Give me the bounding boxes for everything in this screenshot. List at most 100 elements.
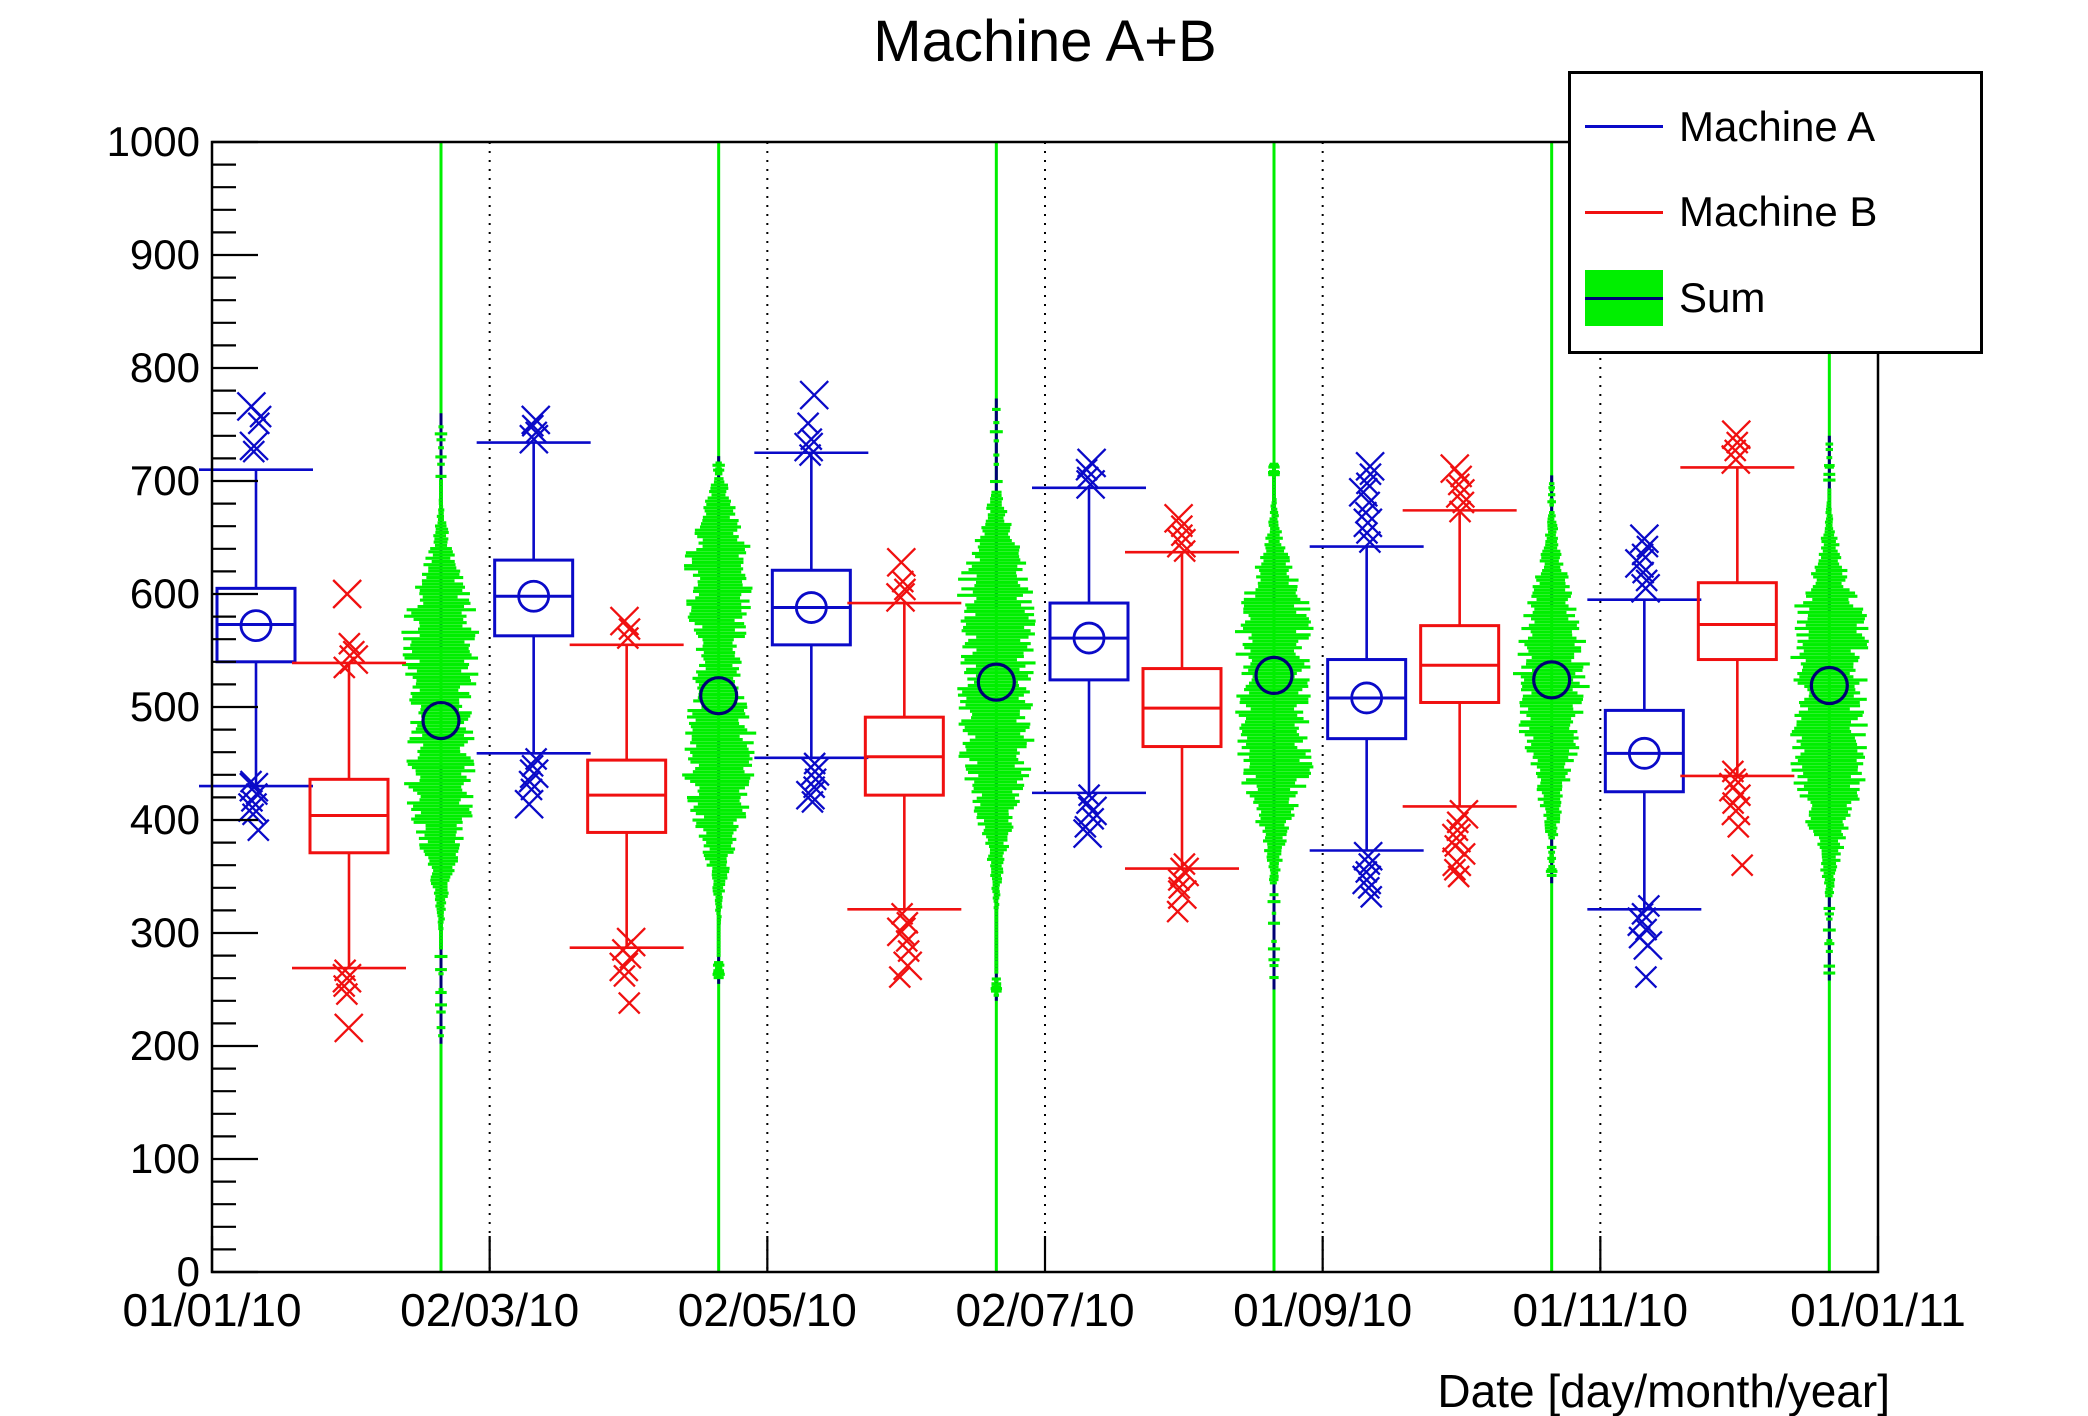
violin-bar [1822, 549, 1838, 553]
outlier-cross-icon [886, 917, 917, 947]
violin-bar [1796, 646, 1869, 650]
violin-bar [417, 604, 465, 609]
violin-bar [426, 576, 464, 580]
violin-bar [1537, 775, 1566, 779]
violin-bar [415, 727, 466, 731]
violin-bar [434, 524, 447, 528]
violin-bar [1547, 833, 1559, 837]
violin-bar [1808, 810, 1849, 814]
outlier-cross-icon [1441, 823, 1472, 853]
machine-a-candle-3 [1032, 448, 1146, 849]
violin-bar [1548, 514, 1556, 518]
violin-bar [994, 925, 999, 929]
violin-bar [1790, 655, 1860, 660]
violin-bar [1805, 820, 1843, 824]
violin-bar [694, 622, 745, 626]
violin-tail-bar [434, 432, 448, 436]
violin-bar [1267, 852, 1282, 856]
outlier-cross-icon [1441, 846, 1472, 877]
violin-bar [706, 831, 734, 835]
violin-tail-bar [1549, 498, 1554, 502]
x-tick-label: 02/05/10 [677, 1284, 857, 1336]
violin-bar [1799, 794, 1858, 798]
outlier-cross-icon [1624, 548, 1655, 579]
violin-bar [1824, 891, 1834, 895]
violin-bar [1239, 726, 1299, 730]
violin-bar [1518, 730, 1578, 734]
violin-bar [976, 648, 1034, 652]
violin-bar [419, 688, 459, 692]
violin-bar [699, 525, 742, 529]
violin-bar [1272, 488, 1276, 492]
violin-bar [1519, 704, 1573, 708]
outlier-cluster [1624, 523, 1663, 989]
violin-bar [1272, 491, 1276, 495]
violin-tail-bar [715, 461, 722, 465]
violin-bar [435, 904, 445, 908]
violin-tail-bar [1826, 939, 1833, 943]
violin-bar [1807, 823, 1844, 827]
violin-bar [1531, 604, 1569, 608]
violin-bar [698, 763, 753, 767]
violin-bar [964, 616, 1029, 620]
violin-bar [1824, 527, 1834, 531]
violin-bar [703, 828, 737, 832]
violin-bar [975, 555, 1020, 559]
violin-bar [988, 854, 1003, 858]
violin-tail-bar [1548, 493, 1556, 497]
violin-bar [1807, 797, 1860, 801]
violin-bar [438, 501, 443, 506]
violin-tail-bar [716, 975, 722, 979]
violin-bar [1249, 794, 1296, 798]
violin-bar [1271, 501, 1277, 505]
violin-bar [1543, 546, 1558, 550]
violin-tail-bar [1269, 893, 1279, 897]
machine-a-candle-4 [1309, 451, 1424, 909]
violin-bar [687, 615, 743, 619]
violin-bar [974, 780, 1017, 784]
violin-bar [1545, 533, 1556, 537]
violin-bar [692, 754, 750, 758]
violin-bar [698, 541, 745, 545]
violin-bar [705, 857, 727, 861]
violin-bar [1535, 771, 1568, 776]
outlier-cluster [1163, 503, 1200, 923]
violin-bar [1532, 668, 1583, 672]
violin-bar [1790, 733, 1866, 737]
outlier-cross-icon [1631, 902, 1654, 926]
violin-tail-bar [434, 954, 448, 959]
violin-bar [1533, 752, 1578, 756]
violin-bar [994, 935, 999, 939]
violin-bar [420, 746, 460, 750]
violin-tail-bar [438, 425, 444, 429]
violin-bar [1260, 578, 1299, 582]
violin-bar [978, 774, 1030, 778]
violin-bar [431, 865, 453, 869]
violin-tail-bar [1823, 478, 1836, 482]
mean-circle [239, 609, 273, 643]
violin-bar [1261, 562, 1286, 566]
y-tick-label: 100 [129, 1135, 200, 1182]
outlier-cross-icon [1447, 473, 1471, 496]
violin-bar [1797, 639, 1869, 643]
outlier-cross-icon [335, 982, 359, 1006]
y-tick-label: 600 [129, 570, 200, 617]
legend-label: Machine A [1679, 102, 1876, 150]
violin-bar [1258, 584, 1298, 589]
violin-bar [404, 614, 467, 618]
violin-bar [711, 493, 726, 497]
violin-bar [704, 815, 747, 819]
iqr-box [1603, 708, 1685, 794]
violin-bar [419, 753, 467, 757]
violin-bar [965, 703, 1033, 707]
violin-bar [993, 893, 1001, 897]
violin-shape [1235, 462, 1314, 980]
violin-bar [403, 646, 469, 650]
violin-bar [419, 592, 470, 596]
violin-bar [974, 680, 1018, 684]
violin-bar [428, 569, 461, 573]
violin-bar [1520, 675, 1586, 679]
violin-bar [994, 938, 999, 942]
violin-bar [985, 841, 1004, 845]
